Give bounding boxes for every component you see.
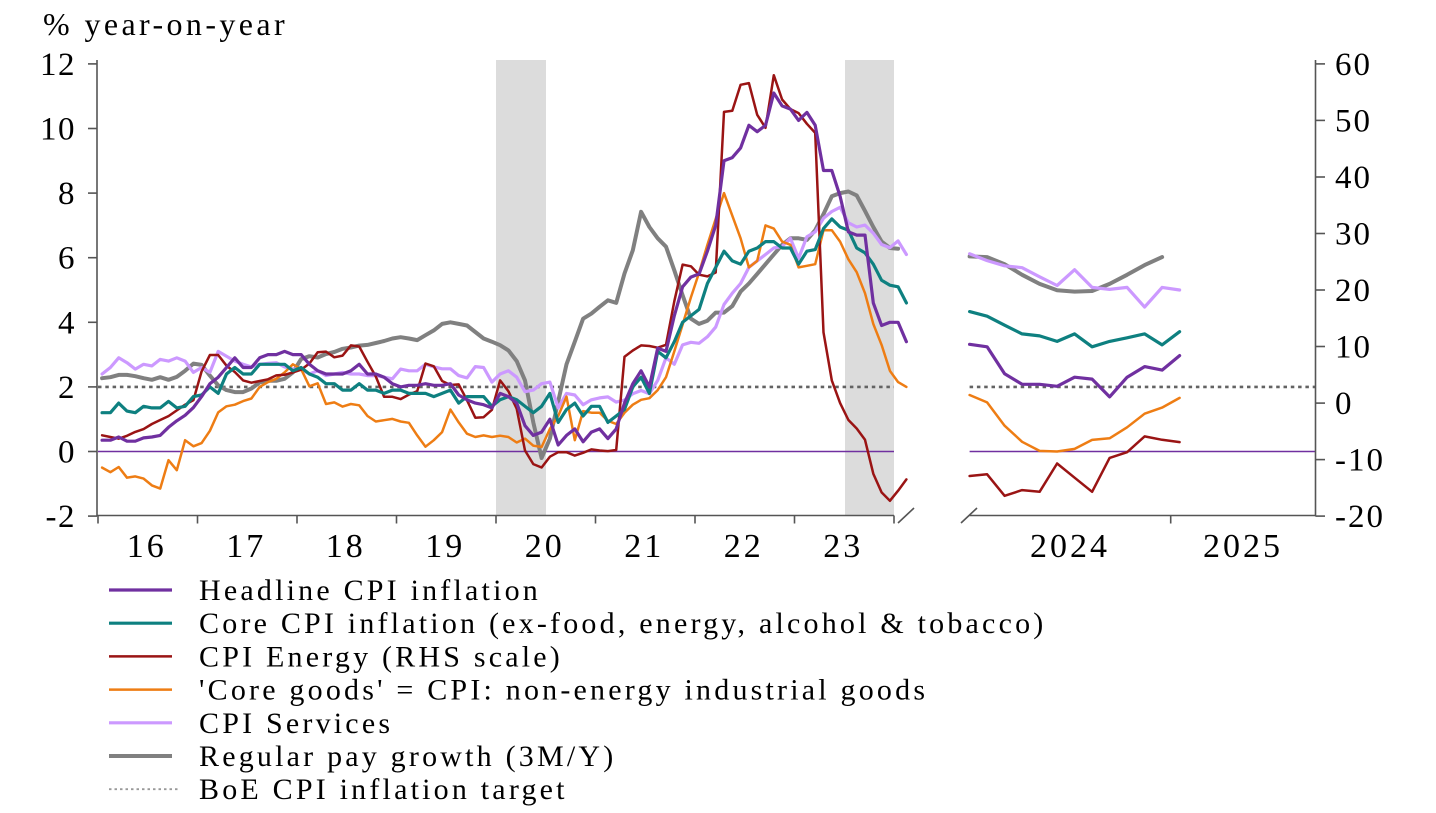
- svg-text:Regular pay growth (3M/Y): Regular pay growth (3M/Y): [199, 740, 616, 773]
- svg-text:12: 12: [40, 47, 76, 83]
- svg-text:-20: -20: [1335, 499, 1385, 535]
- svg-text:0: 0: [1335, 386, 1354, 422]
- svg-text:-2: -2: [46, 499, 77, 535]
- svg-text:50: 50: [1335, 103, 1372, 139]
- svg-text:CPI Services: CPI Services: [199, 707, 393, 740]
- svg-text:BoE CPI inflation target: BoE CPI inflation target: [199, 773, 568, 806]
- svg-text:22: 22: [724, 528, 764, 565]
- svg-text:% year-on-year: % year-on-year: [43, 6, 288, 42]
- svg-text:23: 23: [823, 528, 863, 565]
- svg-text:2: 2: [58, 370, 76, 406]
- svg-text:16: 16: [127, 528, 167, 565]
- svg-text:Core CPI inflation (ex-food, e: Core CPI inflation (ex-food, energy, alc…: [199, 607, 1046, 640]
- svg-text:19: 19: [425, 528, 465, 565]
- svg-text:20: 20: [1335, 273, 1372, 309]
- svg-text:-10: -10: [1335, 443, 1385, 479]
- svg-text:10: 10: [1335, 330, 1372, 366]
- svg-text:8: 8: [58, 176, 76, 212]
- svg-text:30: 30: [1335, 217, 1372, 253]
- svg-text:CPI Energy (RHS scale): CPI Energy (RHS scale): [199, 640, 563, 673]
- svg-text:21: 21: [624, 528, 664, 565]
- svg-text:6: 6: [58, 241, 76, 277]
- svg-text:2024: 2024: [1030, 528, 1110, 565]
- svg-text:40: 40: [1335, 160, 1372, 196]
- svg-text:10: 10: [40, 112, 76, 148]
- svg-text:Headline CPI inflation: Headline CPI inflation: [199, 574, 541, 607]
- svg-text:20: 20: [525, 528, 565, 565]
- svg-text:18: 18: [326, 528, 366, 565]
- svg-text:2025: 2025: [1203, 528, 1283, 565]
- svg-text:0: 0: [58, 435, 76, 471]
- svg-text:60: 60: [1335, 47, 1372, 83]
- svg-text:17: 17: [226, 528, 266, 565]
- svg-text:'Core goods' = CPI: non-energy: 'Core goods' = CPI: non-energy industria…: [199, 674, 928, 707]
- svg-text:4: 4: [58, 305, 76, 341]
